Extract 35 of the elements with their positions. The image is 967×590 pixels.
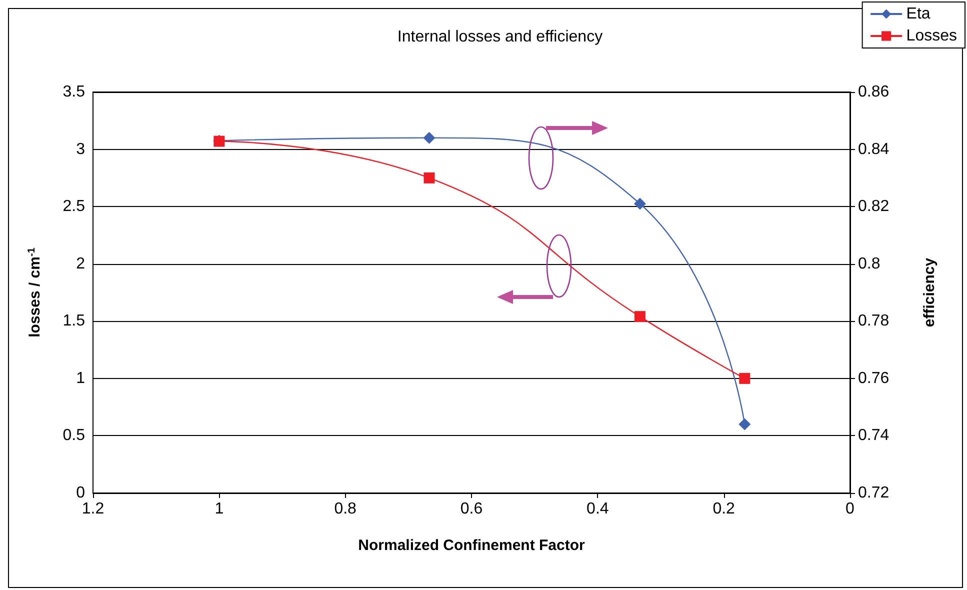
y-tick-label: 0 bbox=[76, 484, 86, 502]
legend-label: Eta bbox=[906, 6, 930, 22]
y2-tick-label: 0.84 bbox=[858, 140, 890, 158]
x-tick-label: 0.6 bbox=[460, 500, 483, 518]
y2-tick-label: 0.8 bbox=[858, 255, 880, 272]
point bbox=[634, 198, 646, 210]
x-tick-label: 0.2 bbox=[712, 500, 736, 518]
x-tick-label: 1.2 bbox=[82, 500, 104, 518]
legend-label: Losses bbox=[906, 28, 958, 44]
point bbox=[424, 172, 435, 184]
y-tick-label: 3.5 bbox=[62, 84, 86, 100]
y2-tick-label: 0.86 bbox=[858, 84, 890, 100]
x-tick-label: 0.8 bbox=[334, 500, 357, 518]
y-tick-label: 2.5 bbox=[62, 198, 86, 216]
point bbox=[738, 418, 751, 430]
x-tick-label: 0 bbox=[846, 500, 855, 518]
y-tick-label: 1.5 bbox=[62, 312, 86, 330]
y-tick-label: 1 bbox=[76, 370, 86, 387]
y-tick-label: 3 bbox=[76, 140, 86, 158]
y2-axis-title: efficiency bbox=[921, 257, 938, 328]
x-tick-label: 0.4 bbox=[586, 500, 609, 518]
x-tick-label: 1 bbox=[214, 500, 224, 518]
point bbox=[423, 132, 436, 144]
x-axis-title: Normalized Confinement Factor bbox=[358, 537, 586, 554]
y-tick-label: 0.5 bbox=[62, 427, 86, 444]
y-tick-label: 2 bbox=[76, 255, 86, 272]
y2-tick-label: 0.82 bbox=[858, 198, 890, 216]
point bbox=[739, 372, 750, 384]
y2-tick-label: 0.78 bbox=[858, 312, 890, 330]
chart-title: Internal losses and efficiency bbox=[397, 28, 603, 46]
y2-tick-label: 0.72 bbox=[858, 484, 890, 502]
y2-tick-label: 0.74 bbox=[858, 427, 890, 444]
point bbox=[634, 311, 646, 322]
y2-tick-label: 0.76 bbox=[858, 370, 890, 387]
y-axis-title: losses / cm-1 bbox=[26, 247, 44, 338]
